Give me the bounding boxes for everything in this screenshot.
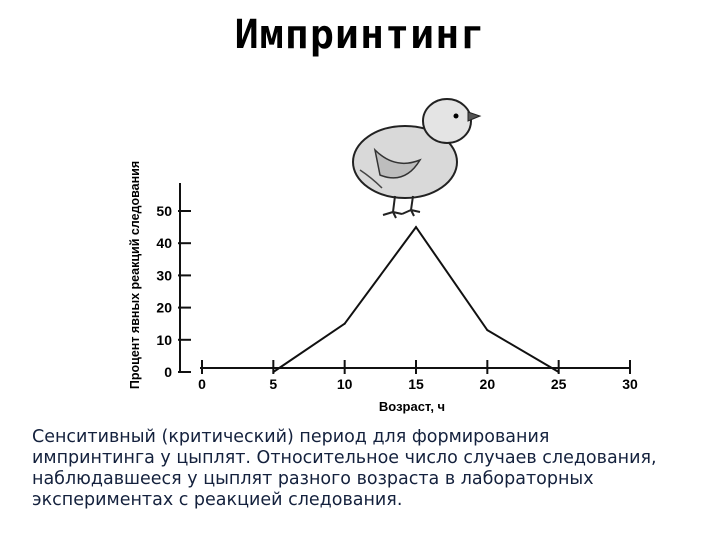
y-tick-label: 30 (156, 267, 172, 283)
data-point (486, 329, 489, 332)
x-tick-label: 20 (480, 376, 496, 392)
y-tick-label: 0 (164, 364, 172, 380)
data-point (272, 371, 275, 373)
y-axis-label: Процент явных реакций следования (128, 161, 142, 389)
y-tick-label: 40 (156, 235, 172, 251)
x-axis-label: Возраст, ч (379, 399, 445, 414)
x-tick-label: 15 (408, 376, 424, 392)
x-tick-label: 0 (198, 376, 206, 392)
caption-line: наблюдавшееся у цыплят разного возраста … (32, 469, 594, 489)
y-tick-label: 10 (156, 332, 172, 348)
series-line (272, 225, 560, 373)
y-tick-label: 50 (156, 203, 172, 219)
caption-line: Сенситивный (критический) период для фор… (32, 427, 550, 447)
caption-line: экспериментах с реакцией следования. (32, 490, 403, 510)
data-point (415, 226, 417, 229)
x-tick-label: 5 (269, 376, 277, 392)
y-tick-label: 20 (156, 300, 172, 316)
x-tick-label: 25 (551, 376, 567, 392)
chick-illustration (352, 98, 482, 219)
caption: Сенситивный (критический) период для фор… (32, 427, 702, 511)
imprinting-chart: 0 10 20 30 40 50 0 5 10 15 20 25 30 Возраст, ч Проц… (128, 98, 638, 414)
x-tick-label: 30 (622, 376, 638, 392)
data-point (557, 371, 560, 373)
data-point (343, 322, 346, 325)
page-title: Импринтинг (234, 12, 486, 58)
x-tick-label: 10 (337, 376, 353, 392)
caption-line: импринтинга у цыплят. Относительное числ… (32, 448, 657, 468)
